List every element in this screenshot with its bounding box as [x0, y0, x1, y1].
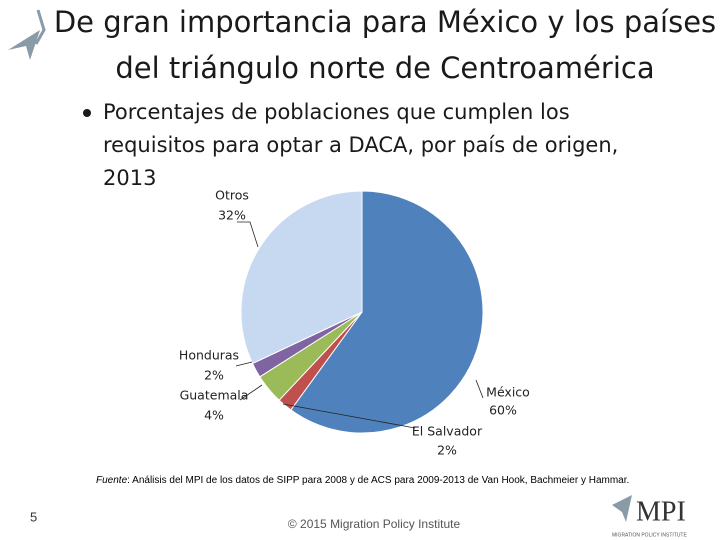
slice-value: 60% [489, 403, 517, 418]
slice-label: Honduras [179, 348, 239, 363]
subtitle-line: requisitos para optar a DACA, por país d… [103, 133, 618, 157]
copyright: © 2015 Migration Policy Institute [288, 517, 461, 531]
pie [240, 190, 484, 434]
bullet [83, 109, 91, 117]
corner-logo [8, 9, 46, 60]
title-line: De gran importancia para México y los pa… [54, 5, 716, 39]
leader-lines [235, 221, 484, 429]
source-label: Fuente [96, 475, 128, 486]
pie-slice [240, 190, 363, 365]
logo: MPI [636, 496, 686, 527]
slice-label: Guatemala [180, 388, 249, 403]
logo-subtitle: MIGRATION POLICY INSTITUTE [612, 532, 687, 538]
source: Fuente: Análisis del MPI de los datos de… [96, 475, 629, 486]
slice-value: 2% [437, 443, 457, 458]
subtitle-line: 2013 [103, 166, 156, 190]
slice-label: El Salvador [412, 424, 483, 439]
source-text: : Análisis del MPI de los datos de SIPP … [127, 475, 629, 486]
logo-icon [612, 495, 632, 522]
page-number: 5 [30, 509, 37, 524]
subtitle-line: Porcentajes de poblaciones que cumplen l… [103, 100, 570, 124]
slice-label: Otros [215, 188, 249, 203]
title-line: del triángulo norte de Centroamérica [115, 51, 654, 85]
slice-value: 32% [218, 208, 246, 223]
slice-value: 4% [204, 408, 224, 423]
slice-value: 2% [204, 368, 224, 383]
slice-label: México [486, 385, 530, 400]
pie-slice [290, 190, 484, 434]
